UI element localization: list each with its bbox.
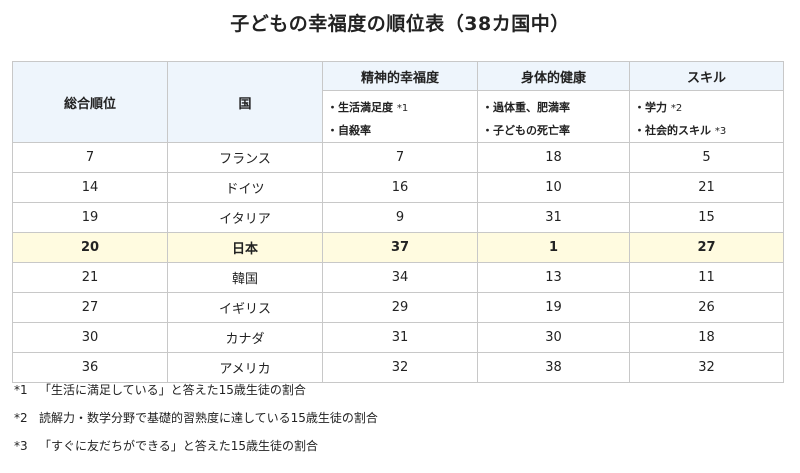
cell-country: 日本 <box>167 232 323 263</box>
footnote-mark: *1 <box>14 383 28 397</box>
footnote-text: 読解力・数学分野で基礎的習熟度に達している15歳生徒の割合 <box>39 411 378 425</box>
table-row: 36 アメリカ 32 38 32 <box>12 352 784 383</box>
table-row-highlighted: 20 日本 37 1 27 <box>12 232 784 263</box>
cell-mental: 7 <box>322 142 478 173</box>
table-row: 14 ドイツ 16 10 21 <box>12 172 784 203</box>
table-row: 21 韓国 34 13 11 <box>12 262 784 293</box>
table-row: 19 イタリア 9 31 15 <box>12 202 784 233</box>
note-mark: *3 <box>714 126 727 137</box>
cell-mental: 34 <box>322 262 478 293</box>
footnote-mark: *3 <box>14 439 28 453</box>
table-row: 7 フランス 7 18 5 <box>12 142 784 173</box>
header-physical: 身体的健康 <box>477 61 630 91</box>
cell-mental: 32 <box>322 352 478 383</box>
footnote-text: 「生活に満足している」と答えた15歳生徒の割合 <box>39 383 306 397</box>
cell-country: アメリカ <box>167 352 323 383</box>
header-country: 国 <box>167 61 323 143</box>
ranking-table: 総合順位 国 精神的幸福度 身体的健康 スキル ・生活満足度 *1 ・自殺率 ・… <box>12 61 784 383</box>
cell-skill: 27 <box>629 232 784 263</box>
cell-physical: 13 <box>477 262 630 293</box>
cell-rank: 30 <box>12 322 168 353</box>
cell-skill: 32 <box>629 352 784 383</box>
cell-physical: 10 <box>477 172 630 203</box>
cell-physical: 38 <box>477 352 630 383</box>
cell-mental: 16 <box>322 172 478 203</box>
cell-skill: 21 <box>629 172 784 203</box>
cell-country: ドイツ <box>167 172 323 203</box>
subheader-skill: ・学力 *2 ・社会的スキル *3 <box>629 90 784 143</box>
cell-country: イタリア <box>167 202 323 233</box>
cell-rank: 19 <box>12 202 168 233</box>
cell-mental: 9 <box>322 202 478 233</box>
cell-rank: 14 <box>12 172 168 203</box>
footnote: *3 「すぐに友だちができる」と答えた15歳生徒の割合 <box>14 436 378 464</box>
cell-rank: 36 <box>12 352 168 383</box>
cell-physical: 1 <box>477 232 630 263</box>
footnote: *2 読解力・数学分野で基礎的習熟度に達している15歳生徒の割合 <box>14 408 378 436</box>
page-title: 子どもの幸福度の順位表（38カ国中） <box>230 13 570 35</box>
subheader-item: ・過体重、肥満率 <box>482 101 570 114</box>
cell-skill: 5 <box>629 142 784 173</box>
subheader-item: ・社会的スキル <box>634 124 711 137</box>
cell-rank: 7 <box>12 142 168 173</box>
header-mental: 精神的幸福度 <box>322 61 478 91</box>
cell-mental: 37 <box>322 232 478 263</box>
cell-physical: 18 <box>477 142 630 173</box>
cell-skill: 11 <box>629 262 784 293</box>
subheader-mental: ・生活満足度 *1 ・自殺率 <box>322 90 478 143</box>
cell-physical: 19 <box>477 292 630 323</box>
footnotes: *1 「生活に満足している」と答えた15歳生徒の割合 *2 読解力・数学分野で基礎的… <box>14 380 378 464</box>
table-row: 27 イギリス 29 19 26 <box>12 292 784 323</box>
subheader-item: ・生活満足度 <box>327 101 393 114</box>
cell-mental: 31 <box>322 322 478 353</box>
subheader-physical: ・過体重、肥満率 ・子どもの死亡率 <box>477 90 630 143</box>
subheader-item: ・子どもの死亡率 <box>482 124 570 137</box>
cell-skill: 15 <box>629 202 784 233</box>
cell-rank: 27 <box>12 292 168 323</box>
cell-skill: 26 <box>629 292 784 323</box>
cell-physical: 31 <box>477 202 630 233</box>
header-rank: 総合順位 <box>12 61 168 143</box>
subheader-item: ・学力 <box>634 101 667 114</box>
cell-country: 韓国 <box>167 262 323 293</box>
cell-country: カナダ <box>167 322 323 353</box>
cell-rank: 20 <box>12 232 168 263</box>
footnote-mark: *2 <box>14 411 28 425</box>
cell-country: イギリス <box>167 292 323 323</box>
cell-country: フランス <box>167 142 323 173</box>
note-mark: *1 <box>396 103 409 114</box>
note-mark: *2 <box>670 103 683 114</box>
cell-rank: 21 <box>12 262 168 293</box>
footnote-text: 「すぐに友だちができる」と答えた15歳生徒の割合 <box>39 439 319 453</box>
cell-skill: 18 <box>629 322 784 353</box>
header-skill: スキル <box>629 61 784 91</box>
subheader-item: ・自殺率 <box>327 124 371 137</box>
cell-physical: 30 <box>477 322 630 353</box>
footnote: *1 「生活に満足している」と答えた15歳生徒の割合 <box>14 380 378 408</box>
cell-mental: 29 <box>322 292 478 323</box>
table-row: 30 カナダ 31 30 18 <box>12 322 784 353</box>
